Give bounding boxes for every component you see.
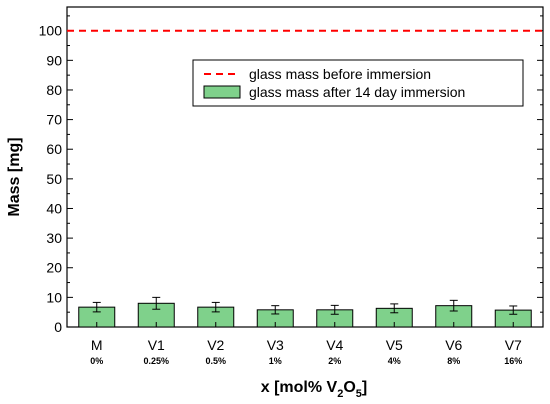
x-tick-label-M: M (91, 337, 103, 353)
y-tick-label-80: 80 (46, 82, 62, 98)
x-tick-label-V3: V3 (267, 337, 284, 353)
x-tick-label-V5: V5 (386, 337, 403, 353)
y-tick-label-40: 40 (46, 200, 62, 216)
x-sublabel-V6: 8% (447, 356, 460, 366)
y-tick-label-20: 20 (46, 260, 62, 276)
x-sublabel-V3: 1% (269, 356, 282, 366)
y-tick-label-30: 30 (46, 230, 62, 246)
x-sublabel-M: 0% (90, 356, 103, 366)
y-tick-label-10: 10 (46, 289, 62, 305)
x-sublabel-V5: 4% (388, 356, 401, 366)
y-tick-label-60: 60 (46, 141, 62, 157)
y-tick-label-70: 70 (46, 112, 62, 128)
y-axis-title: Mass [mg] (6, 137, 23, 216)
y-tick-label-90: 90 (46, 52, 62, 68)
x-tick-label-V1: V1 (148, 337, 165, 353)
x-tick-label-V6: V6 (445, 337, 462, 353)
x-sublabel-V1: 0.25% (143, 356, 169, 366)
plot-layer: 0 10 20 30 40 50 60 70 80 90 100 M 0% V1 0.25% V2 0.5% V3… (39, 6, 544, 366)
x-tick-label-V7: V7 (505, 337, 522, 353)
y-tick-label-50: 50 (46, 171, 62, 187)
plot-frame (66, 6, 544, 328)
legend-label-series: glass mass after 14 day immersion (249, 84, 465, 100)
legend-bar-swatch (203, 85, 241, 99)
x-axis-title: x [mol% V2O5] (261, 379, 368, 400)
legend: glass mass before immersion glass mass a… (192, 59, 524, 107)
x-sublabel-V7: 16% (504, 356, 522, 366)
y-tick-label-100: 100 (39, 23, 63, 39)
x-tick-label-V2: V2 (207, 337, 224, 353)
legend-box (192, 59, 524, 107)
x-tick-label-V4: V4 (326, 337, 343, 353)
legend-label-reference: glass mass before immersion (249, 66, 431, 82)
x-sublabel-V4: 2% (328, 356, 341, 366)
y-tick-label-0: 0 (54, 319, 62, 335)
x-sublabel-V2: 0.5% (205, 356, 226, 366)
